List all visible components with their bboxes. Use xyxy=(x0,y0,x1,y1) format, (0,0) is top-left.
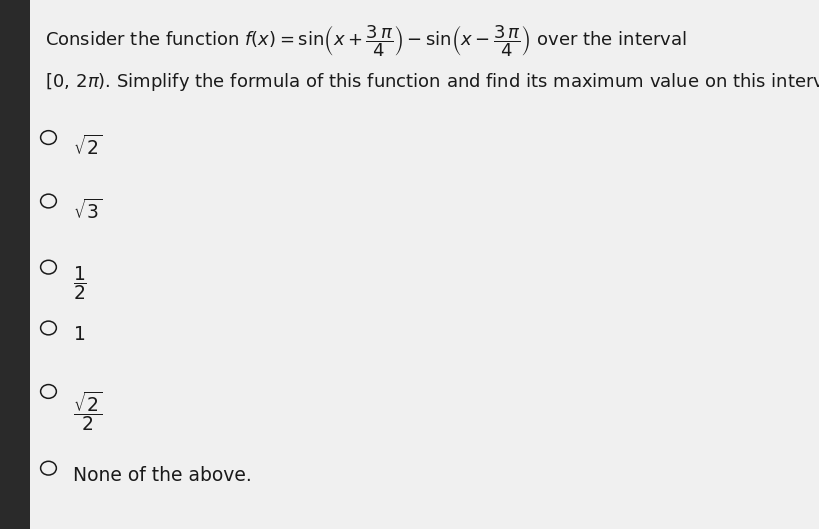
Text: Consider the function $f(x) = \sin\!\left(x + \dfrac{3\,\pi}{4}\right) - \sin\!\: Consider the function $f(x) = \sin\!\lef… xyxy=(45,24,687,59)
Text: $\sqrt{3}$: $\sqrt{3}$ xyxy=(73,198,102,223)
Text: $[0,\,2\pi)$. Simplify the formula of this function and find its maximum value o: $[0,\,2\pi)$. Simplify the formula of th… xyxy=(45,71,819,94)
Text: $1$: $1$ xyxy=(73,325,85,344)
Text: None of the above.: None of the above. xyxy=(73,466,251,485)
Text: $\dfrac{\sqrt{2}}{2}$: $\dfrac{\sqrt{2}}{2}$ xyxy=(73,389,102,433)
Bar xyxy=(0,0,30,529)
Text: $\sqrt{2}$: $\sqrt{2}$ xyxy=(73,135,102,159)
Text: $\dfrac{1}{2}$: $\dfrac{1}{2}$ xyxy=(73,264,87,303)
